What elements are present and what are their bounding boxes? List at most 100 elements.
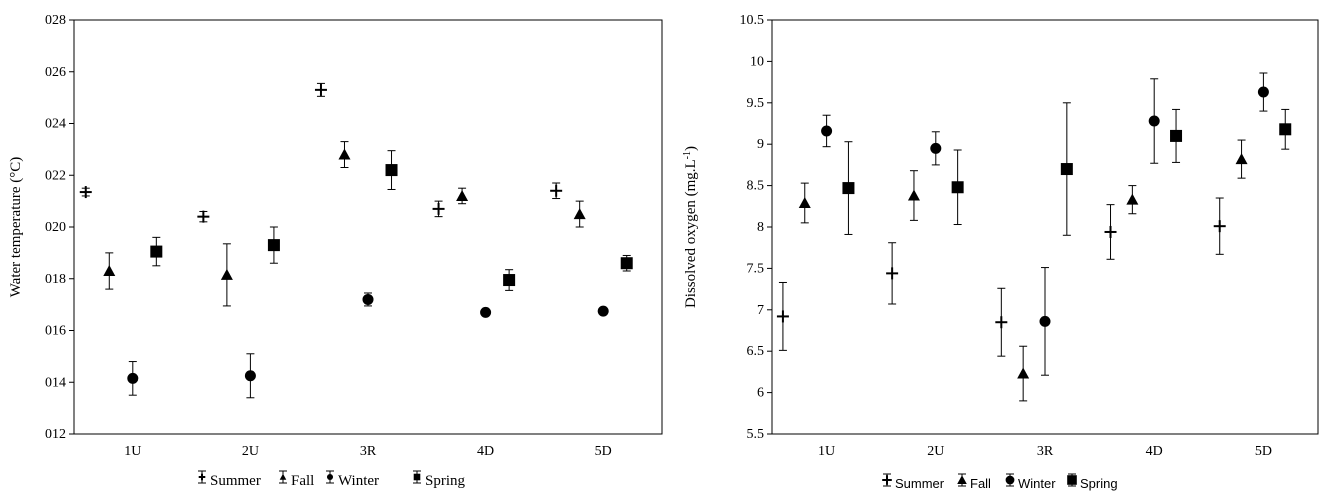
data-point: [385, 164, 398, 177]
data-point: [1235, 153, 1248, 165]
data-point: [456, 189, 469, 201]
y-tick-label: 018: [45, 272, 66, 287]
legend-item-fall: Fall: [957, 473, 991, 491]
legend-label: Spring: [425, 473, 466, 489]
data-point: [1170, 129, 1183, 142]
legend-label: Fall: [291, 473, 314, 489]
y-tick-label: 7.5: [747, 261, 765, 276]
x-tick-label: 3R: [360, 444, 377, 459]
y-axis-label: Water temperature (°C): [8, 157, 24, 298]
data-point: [842, 182, 855, 195]
data-point: [127, 372, 139, 384]
x-tick-label: 5D: [1255, 444, 1272, 459]
legend-label: Fall: [970, 476, 991, 491]
data-point: [1257, 86, 1269, 98]
y-tick-label: 9: [757, 137, 764, 152]
y-tick-label: 6.5: [747, 344, 765, 359]
data-point: [1104, 225, 1117, 238]
data-point: [951, 181, 964, 194]
y-tick-label: 026: [45, 65, 66, 80]
y-tick-label: 024: [45, 117, 66, 132]
legend-item-winter: Winter: [326, 470, 379, 489]
x-tick-label: 2U: [242, 444, 259, 459]
data-point: [432, 202, 445, 215]
x-tick-label: 4D: [1146, 444, 1163, 459]
legend-marker: [326, 473, 334, 481]
y-tick-label: 012: [45, 427, 66, 442]
y-tick-label: 028: [45, 13, 66, 28]
legend-marker: [1067, 475, 1077, 485]
data-point: [1126, 193, 1139, 205]
x-tick-label: 5D: [595, 444, 612, 459]
data-point: [1017, 367, 1030, 379]
series-winter: [821, 72, 1269, 376]
legend-marker: [198, 473, 206, 481]
y-tick-label: 022: [45, 168, 66, 183]
data-point: [886, 267, 899, 280]
y-tick-label: 016: [45, 324, 66, 339]
data-point: [503, 274, 516, 287]
x-tick-label: 3R: [1037, 444, 1054, 459]
data-point: [620, 257, 633, 270]
legend-item-summer: Summer: [882, 473, 945, 491]
data-point: [362, 293, 374, 305]
legend-marker: [1005, 475, 1015, 485]
data-point: [573, 208, 586, 220]
y-tick-label: 10.5: [740, 13, 765, 28]
dissolved-oxygen-chart: 5.5 6 6.5 7 7.5 8 8.5 9 9.5 10 10.5 1U 2U 3R 4D 5D Disso…: [682, 13, 1319, 491]
legend-marker: [413, 473, 421, 481]
y-tick-label: 9.5: [747, 96, 765, 111]
legend-item-spring: Spring: [413, 470, 466, 489]
series-spring: [842, 102, 1292, 236]
legend-marker: [882, 475, 892, 485]
y-tick-label: 10: [750, 54, 764, 69]
data-point: [1213, 220, 1226, 233]
data-point: [776, 310, 789, 323]
y-tick-label: 014: [45, 375, 66, 390]
legend: Summer Fall Winter Spring: [882, 473, 1118, 491]
y-tick-label: 8.5: [747, 179, 765, 194]
water-temperature-chart: 012 014 016 018 020 022 024 026 028 1U 2U 3R 4D 5D Wat…: [8, 13, 663, 489]
legend-marker: [279, 473, 287, 480]
x-tick-label: 4D: [477, 444, 494, 459]
legend-label: Winter: [1018, 476, 1056, 491]
series-summer: [79, 82, 563, 223]
data-point: [267, 239, 280, 252]
y-tick-label: 6: [757, 386, 764, 401]
y-tick-label: 8: [757, 220, 764, 235]
data-point: [550, 184, 563, 197]
data-point: [995, 316, 1008, 329]
data-point: [220, 268, 233, 280]
data-point: [197, 210, 210, 223]
data-point: [597, 305, 609, 317]
data-point: [798, 196, 811, 208]
y-tick-label: 020: [45, 220, 66, 235]
data-point: [79, 186, 92, 199]
data-point: [314, 83, 327, 96]
legend-item-summer: Summer: [198, 470, 261, 489]
x-tick-label: 1U: [124, 444, 141, 459]
legend-item-winter: Winter: [1005, 473, 1056, 491]
y-tick-label: 5.5: [747, 427, 765, 442]
data-point: [1060, 163, 1073, 176]
data-point: [244, 370, 256, 382]
data-point: [1279, 123, 1292, 136]
x-tick-label: 2U: [927, 444, 944, 459]
legend: Summer Fall Winter Spring: [198, 470, 466, 489]
y-axis-label: Dissolved oxygen (mg.L-1): [682, 146, 700, 308]
y-tick-label: 7: [757, 303, 764, 318]
legend-label: Summer: [210, 473, 261, 489]
x-tick-label: 1U: [818, 444, 835, 459]
data-point: [907, 189, 920, 201]
data-point: [150, 245, 163, 258]
series-fall: [798, 139, 1248, 402]
series-winter: [127, 292, 609, 399]
data-point: [1039, 315, 1051, 327]
data-point: [930, 142, 942, 154]
legend-label: Summer: [895, 476, 945, 491]
legend-marker: [957, 475, 967, 484]
data-point: [1148, 115, 1160, 127]
data-point: [480, 306, 492, 318]
series-spring: [150, 150, 633, 291]
